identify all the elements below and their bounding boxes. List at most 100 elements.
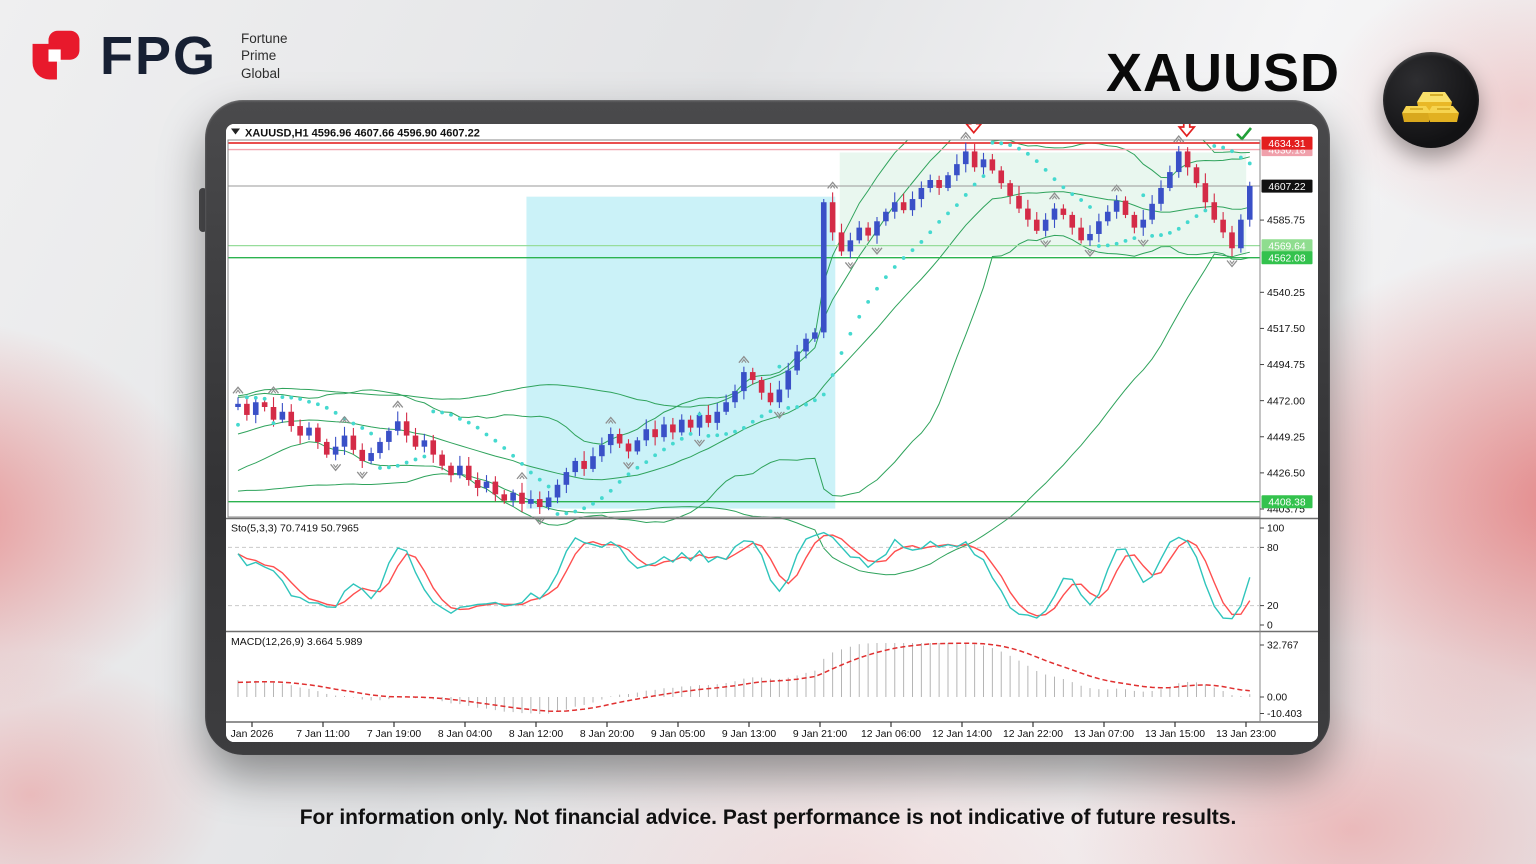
candle-body	[1193, 167, 1200, 184]
sar-dot	[1025, 151, 1030, 156]
fpg-logo: FPG Fortune Prime Global	[26, 26, 288, 86]
fractal-arrow-inner	[829, 184, 836, 189]
sar-dot	[386, 465, 391, 470]
time-axis-label: 7 Jan 11:00	[296, 729, 350, 740]
fractal-arrow-inner	[270, 389, 277, 394]
candle-body	[856, 227, 863, 241]
candle-body	[874, 221, 880, 236]
svg-text:4607.22: 4607.22	[1268, 182, 1305, 193]
sar-dot	[812, 398, 817, 403]
fractal-arrow	[392, 400, 404, 408]
stochastic-label: Sto(5,3,3) 70.7419 50.7965	[231, 523, 359, 535]
fractal-arrow	[330, 463, 342, 472]
sar-dot	[883, 275, 888, 280]
fractal-arrow	[1049, 192, 1060, 200]
candle-body	[448, 465, 454, 476]
candle-body	[1096, 221, 1102, 234]
candle-body	[412, 435, 419, 447]
candle-body	[394, 421, 401, 431]
candle-body	[767, 392, 774, 403]
candle-body	[1238, 219, 1244, 249]
sar-dot	[1150, 233, 1155, 238]
sar-dot	[679, 436, 684, 441]
fractal-arrow	[738, 355, 750, 364]
candle-body	[1025, 208, 1031, 220]
fractal-arrow	[1084, 249, 1096, 258]
price-level-lines	[228, 142, 1260, 503]
sar-dot	[741, 425, 746, 430]
time-axis: Jan 2026 7 Jan 11:00 7 Jan 19:00 8 Jan 04:0…	[231, 722, 1276, 740]
candle-body	[670, 424, 676, 433]
sar-dot	[759, 414, 764, 419]
fractal-arrow-inner	[776, 411, 783, 416]
time-axis-label: 9 Jan 21:00	[793, 729, 848, 740]
chart-title-row: XAUUSD,H1 4596.96 4607.66 4596.90 4607.2…	[231, 128, 480, 140]
sar-dot	[1079, 198, 1084, 202]
sar-dot	[236, 422, 240, 427]
candle-body	[625, 443, 632, 452]
candle-body	[252, 402, 259, 415]
candle-body	[1104, 211, 1111, 222]
svg-text:4408.38: 4408.38	[1268, 497, 1305, 508]
sar-dot	[315, 402, 320, 407]
sar-dot	[653, 453, 658, 458]
candle-body	[1202, 183, 1209, 203]
fractal-arrow-inner	[874, 247, 880, 252]
sar-dot	[351, 421, 356, 426]
time-axis-label: 12 Jan 06:00	[861, 729, 921, 740]
sar-dot	[555, 512, 560, 516]
sar-dot	[369, 431, 374, 436]
sar-dot	[910, 248, 915, 253]
sar-dot	[1043, 167, 1048, 172]
candle-body	[803, 338, 809, 352]
svg-text:4569.64: 4569.64	[1268, 241, 1305, 252]
sar-dot	[262, 396, 267, 401]
time-axis-label: 8 Jan 12:00	[509, 729, 564, 740]
sar-dot	[449, 412, 453, 417]
sar-dot	[928, 230, 933, 235]
candle-body	[386, 430, 392, 442]
bollinger-band-line	[237, 251, 1250, 576]
sar-dot	[821, 392, 826, 397]
gold-bars-icon	[1383, 52, 1479, 148]
footer-disclaimer: For information only. Not financial advi…	[299, 806, 1237, 829]
price-badge: 4569.64	[1261, 239, 1313, 252]
chart-symbol-dropdown-icon[interactable]	[231, 128, 240, 135]
candle-body	[714, 411, 721, 423]
fractal-arrow-inner	[1113, 187, 1120, 192]
sar-dot	[599, 496, 604, 500]
candle-body	[687, 419, 694, 428]
fractal-arrow	[871, 247, 883, 255]
svg-text:-10.403: -10.403	[1267, 709, 1302, 720]
sar-dot	[546, 484, 551, 489]
price-badge: 4634.31	[1261, 136, 1313, 150]
candle-body	[989, 159, 996, 171]
sar-dot	[484, 432, 489, 437]
sar-dot	[289, 395, 294, 400]
fractal-arrow-inner	[963, 134, 969, 140]
fractal-arrow-inner	[1140, 239, 1146, 244]
candle-body	[1122, 200, 1129, 215]
candle-body	[1246, 186, 1253, 220]
sar-dot	[1230, 149, 1234, 154]
sar-dot	[688, 432, 693, 436]
tablet-side-button[interactable]	[199, 188, 207, 232]
fpg-wordmark: FPG	[100, 26, 218, 86]
sar-dot	[1088, 205, 1092, 209]
candlestick-series	[235, 142, 1253, 514]
sar-dot	[271, 421, 276, 426]
sar-dot	[360, 426, 365, 430]
time-axis-label: Jan 2026	[231, 729, 274, 740]
candle-body	[528, 499, 534, 504]
fractal-arrow-inner	[1051, 195, 1058, 200]
fractal-arrow-inner	[625, 462, 632, 467]
candle-body	[261, 402, 268, 408]
mt4-trading-chart[interactable]: 4585.75 4540.25 4517.50 4494.75 4472.00 4449.…	[226, 124, 1318, 742]
candle-body	[678, 419, 685, 433]
fractal-arrow-inner	[341, 418, 348, 424]
fractal-arrow	[232, 386, 244, 394]
sar-dot	[617, 480, 622, 484]
sar-dot	[1132, 236, 1137, 241]
candle-body	[794, 351, 800, 371]
